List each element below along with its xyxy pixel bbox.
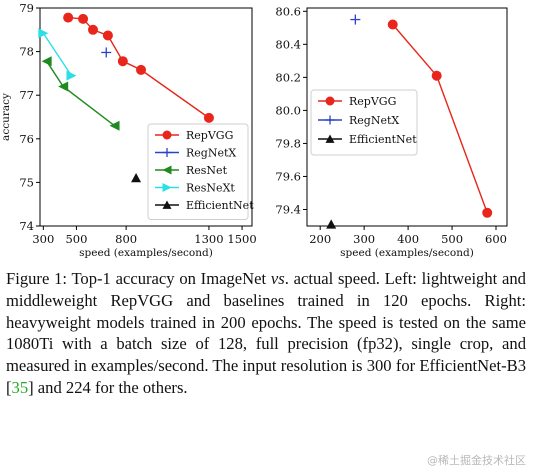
caption-text: ] and 224 for the others. xyxy=(28,377,188,397)
legend-marker xyxy=(162,200,172,209)
legend-item: EfficientNet xyxy=(155,199,254,212)
data-point xyxy=(38,28,49,39)
y-tick-label: 77 xyxy=(19,88,34,102)
caption-text: Figure 1: Top-1 accuracy on ImageNet xyxy=(6,269,271,288)
x-tick-label: 600 xyxy=(485,232,507,246)
y-tick-label: 80.0 xyxy=(275,103,301,117)
data-point xyxy=(203,112,214,123)
data-point xyxy=(63,12,74,23)
data-point xyxy=(66,70,77,81)
legend-marker xyxy=(325,96,335,106)
data-point xyxy=(109,120,120,131)
y-tick-label: 80.6 xyxy=(275,4,301,18)
legend-label: EfficientNet xyxy=(349,133,417,146)
data-point xyxy=(117,56,128,67)
y-tick-label: 79 xyxy=(19,1,34,15)
data-point xyxy=(482,207,493,218)
plot-frame xyxy=(39,7,253,227)
caption-text: vs xyxy=(270,269,285,288)
data-point xyxy=(58,81,69,92)
series-efficientnet xyxy=(326,219,337,229)
x-axis-label: speed (examples/second) xyxy=(79,247,213,259)
legend-label: EfficientNet xyxy=(186,199,254,212)
series-regnetx xyxy=(101,47,112,58)
plot-frame xyxy=(306,7,508,227)
legend-label: ResNeXt xyxy=(186,182,235,195)
data-point xyxy=(102,30,113,41)
watermark: @稀土掘金技术社区 xyxy=(427,454,526,467)
series-repvgg xyxy=(63,12,214,123)
left-chart: 74 75 76 77 78 79 300 500 800 1300 1500 speed (exam… xyxy=(0,1,257,259)
x-tick-label: 200 xyxy=(309,232,331,246)
x-tick-label: 1500 xyxy=(227,232,256,246)
legend: RepVGG RegNetX EfficientNet xyxy=(310,89,418,156)
series-repvgg xyxy=(387,19,493,218)
data-point xyxy=(131,173,142,183)
legend: RepVGG RegNetX ResNet ResNeXt EfficientNet xyxy=(147,123,254,220)
series-line xyxy=(42,32,73,76)
legend-marker xyxy=(325,134,335,143)
data-point xyxy=(88,24,98,35)
legend-item: RepVGG xyxy=(155,129,233,142)
data-point xyxy=(78,13,89,24)
caption-text: . actual speed. Left: lightweight and mi… xyxy=(6,269,526,397)
x-tick-label: 1300 xyxy=(194,232,223,246)
legend-label: RepVGG xyxy=(349,95,396,108)
series-resnet xyxy=(41,56,120,131)
y-axis-label: accuracy xyxy=(0,93,12,141)
x-axis-label: speed (examples/second) xyxy=(340,247,474,259)
data-point xyxy=(136,64,147,75)
data-point xyxy=(41,56,52,67)
y-tick-label: 79.8 xyxy=(275,136,301,150)
x-tick-label: 500 xyxy=(65,232,87,246)
legend-item: ResNet xyxy=(155,164,228,177)
y-tick-label: 74 xyxy=(19,219,34,233)
legend-item: RegNetX xyxy=(155,147,236,160)
legend-box xyxy=(147,123,249,220)
y-tick-label: 79.4 xyxy=(275,202,301,216)
x-tick-label: 300 xyxy=(32,232,54,246)
y-tick-label: 75 xyxy=(19,175,34,189)
x-tick-label: 500 xyxy=(441,232,463,246)
legend-marker xyxy=(162,183,172,192)
series-regnetx xyxy=(350,14,361,25)
y-tick-label: 80.4 xyxy=(275,37,301,51)
data-point xyxy=(350,14,361,25)
legend-item: RegNetX xyxy=(318,114,399,127)
figure-caption: Figure 1: Top-1 accuracy on ImageNet vs.… xyxy=(6,268,526,399)
legend-label: RepVGG xyxy=(186,129,233,142)
legend-label: RegNetX xyxy=(186,147,236,160)
legend-marker xyxy=(162,165,172,175)
series-line xyxy=(46,60,115,127)
x-tick-label: 300 xyxy=(353,232,375,246)
data-point xyxy=(431,70,442,81)
legend-item: ResNeXt xyxy=(155,182,235,195)
right-chart: 79.4 79.6 79.8 80.0 80.2 80.4 80.6 200 300 400 500… xyxy=(275,4,508,259)
x-tick-label: 400 xyxy=(397,232,419,246)
legend-item: RepVGG xyxy=(318,95,396,108)
legend-item: EfficientNet xyxy=(318,133,417,146)
legend-marker xyxy=(325,115,335,125)
legend-label: ResNet xyxy=(186,164,228,177)
y-tick-label: 79.6 xyxy=(275,169,301,183)
series-resnext xyxy=(38,28,77,81)
y-tick-label: 76 xyxy=(19,132,34,146)
legend-label: RegNetX xyxy=(349,114,399,127)
data-point xyxy=(387,19,398,30)
data-point xyxy=(326,219,337,229)
citation-link[interactable]: 35 xyxy=(11,377,29,397)
x-tick-label: 800 xyxy=(115,232,137,246)
legend-marker xyxy=(162,130,172,140)
y-tick-label: 78 xyxy=(19,45,34,59)
series-efficientnet xyxy=(131,173,142,183)
y-tick-label: 80.2 xyxy=(275,70,301,84)
data-point xyxy=(101,47,112,58)
legend-marker xyxy=(162,148,172,157)
